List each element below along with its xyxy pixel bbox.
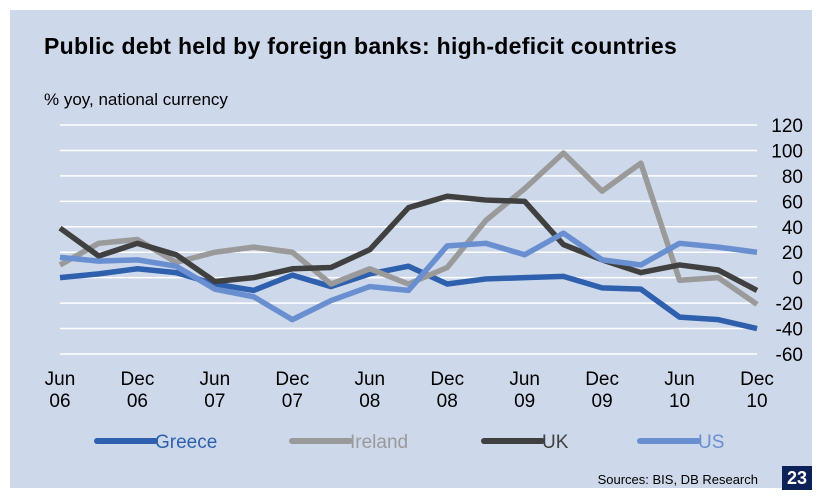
x-tick-label: Jun 07 bbox=[199, 369, 231, 412]
source: Sources: BIS, DB Research bbox=[597, 472, 758, 487]
series-line bbox=[59, 263, 758, 332]
x-tick-label: Dec 09 bbox=[585, 369, 619, 412]
panel bbox=[10, 10, 812, 488]
x-tick-label: Jun 08 bbox=[354, 369, 386, 412]
y-tick-label: -60 bbox=[776, 345, 803, 366]
x-tick-label: Dec 06 bbox=[120, 369, 155, 412]
x-tick-label: Dec 10 bbox=[740, 369, 774, 412]
y-tick-label: 60 bbox=[782, 192, 803, 213]
legend-label: Ireland bbox=[350, 432, 408, 453]
legend-label: US bbox=[698, 432, 724, 453]
x-tick-label: Jun 10 bbox=[664, 369, 695, 412]
y-tick-label: 20 bbox=[782, 243, 803, 264]
x-tick-label: Dec 07 bbox=[275, 369, 310, 412]
y-tick-label: -40 bbox=[776, 320, 803, 341]
series-line bbox=[59, 230, 758, 323]
y-tick-label: -20 bbox=[776, 294, 803, 315]
page-number: 23 bbox=[782, 466, 812, 490]
y-tick-label: 120 bbox=[771, 116, 803, 137]
legend-label: UK bbox=[542, 432, 569, 453]
y-tick-label: 100 bbox=[771, 141, 803, 162]
chart-subtitle: % yoy, national currency bbox=[44, 90, 228, 109]
x-tick-label: Jun 06 bbox=[44, 369, 76, 412]
y-tick-label: 80 bbox=[782, 167, 803, 188]
series-line bbox=[58, 150, 759, 307]
x-tick-label: Jun 09 bbox=[509, 369, 540, 412]
legend-label: Greece bbox=[155, 432, 217, 453]
y-tick-label: 0 bbox=[792, 269, 803, 290]
series-line bbox=[58, 193, 759, 293]
x-tick-label: Dec 08 bbox=[430, 369, 465, 412]
chart-title: Public debt held by foreign banks: high-… bbox=[44, 33, 678, 59]
y-tick-label: 40 bbox=[782, 218, 803, 239]
